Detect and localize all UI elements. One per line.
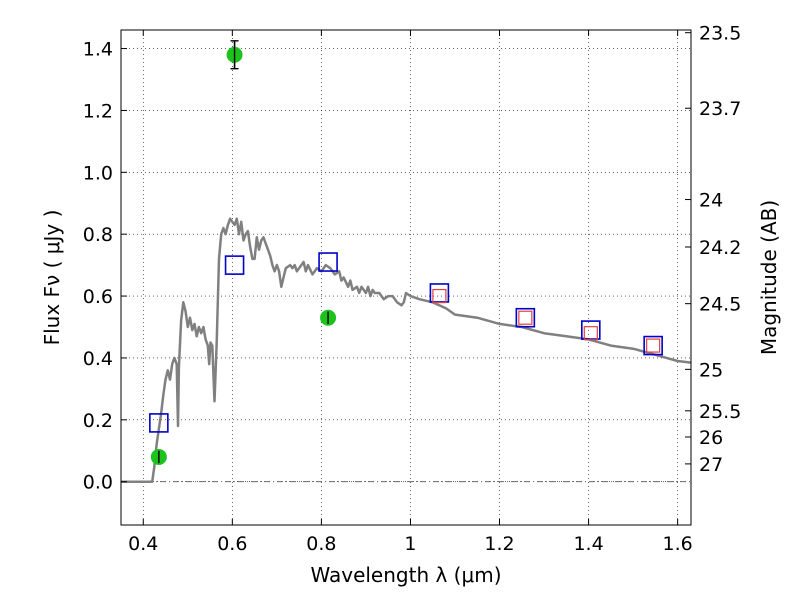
model-band-flux-square xyxy=(318,252,338,272)
model-spectrum-line xyxy=(121,217,692,483)
magnitude-tick-label: 23.5 xyxy=(699,23,741,45)
magnitude-tick-label: 23.7 xyxy=(699,98,741,120)
model-band-flux-square xyxy=(224,255,245,275)
plot-frame xyxy=(120,29,692,526)
y-tick-label: 0.4 xyxy=(83,348,113,370)
x-tick-label: 0.6 xyxy=(217,533,247,555)
x-tick-label: 1 xyxy=(404,533,416,555)
y-tick-label: 1.0 xyxy=(83,162,113,184)
magnitude-tick-label: 24 xyxy=(699,190,723,212)
magnitude-tick-label: 25.5 xyxy=(699,401,741,423)
right-axis-title: Magnitude (AB) xyxy=(757,200,781,355)
y-tick-label: 1.2 xyxy=(83,100,113,122)
model-band-flux-square xyxy=(515,307,536,328)
model-band-flux-square xyxy=(149,413,169,433)
magnitude-tick-label: 24.5 xyxy=(699,294,741,316)
model-spectrum xyxy=(121,217,692,483)
axis-ticks: 0.4 0.6 0.8 1 1.2 1.4 1.6 0.0 0.2 0.4 0.6 0.8 1.0 1.2… xyxy=(83,23,742,555)
photometry-markers xyxy=(149,40,663,465)
x-tick-label: 1.6 xyxy=(663,533,693,555)
grid-lines xyxy=(121,30,691,525)
model-band-flux-square-small xyxy=(518,310,533,325)
y-axis-title: Flux Fν ( μJy ) xyxy=(40,210,64,346)
model-band-flux-square xyxy=(643,335,663,356)
y-tick-label: 0.6 xyxy=(83,286,113,308)
x-tick-label: 1.2 xyxy=(484,533,514,555)
x-tick-label: 0.4 xyxy=(128,533,158,555)
x-tick-label: 1.4 xyxy=(573,533,603,555)
magnitude-tick-label: 25 xyxy=(699,359,723,381)
magnitude-tick-label: 26 xyxy=(699,427,723,449)
model-band-flux-square-small xyxy=(646,338,661,353)
x-axis-title: Wavelength λ (μm) xyxy=(310,563,501,587)
magnitude-tick-label: 24.2 xyxy=(699,237,741,259)
y-tick-label: 0.0 xyxy=(83,472,113,494)
x-tick-label: 0.8 xyxy=(306,533,336,555)
model-band-flux-square-small xyxy=(583,326,598,341)
y-tick-label: 0.2 xyxy=(83,410,113,432)
y-tick-label: 1.4 xyxy=(83,39,113,61)
model-band-flux-square-small xyxy=(432,288,447,304)
magnitude-tick-label: 27 xyxy=(699,454,723,476)
y-tick-label: 0.8 xyxy=(83,224,113,246)
